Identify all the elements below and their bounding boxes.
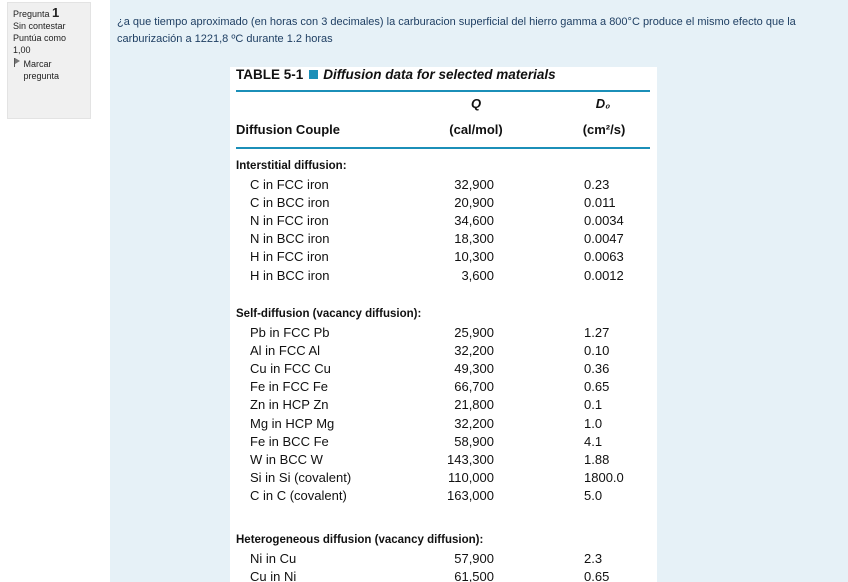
activation-energy-cell: 32,200	[454, 343, 494, 359]
diffusion-couple-cell: Al in FCC Al	[250, 343, 321, 359]
diffusion-couple-cell: C in BCC iron	[250, 195, 330, 211]
section-title: Interstitial diffusion:	[236, 160, 347, 172]
activation-energy-cell: 20,900	[454, 195, 494, 211]
activation-energy-cell: 66,700	[454, 379, 494, 395]
table-row: Fe in BCC Fe 58,900 4.1	[236, 434, 650, 452]
diffusion-couple-cell: Fe in BCC Fe	[250, 433, 329, 449]
question-number: 1	[52, 5, 60, 20]
diffusion-coefficient-cell: 0.0063	[584, 249, 624, 265]
diffusion-coefficient-cell: 0.011	[584, 195, 616, 211]
flag-icon	[13, 58, 21, 67]
activation-energy-cell: 163,000	[447, 487, 494, 503]
table-row: H in BCC iron 3,600 0.0012	[236, 268, 650, 286]
activation-energy-cell: 57,900	[454, 551, 494, 566]
activation-energy-cell: 143,300	[447, 451, 494, 467]
section-title: Self-diffusion (vacancy diffusion):	[236, 308, 422, 320]
question-label: Pregunta	[13, 9, 50, 19]
diffusion-coefficient-cell: 0.65	[584, 379, 610, 395]
table-row: N in FCC iron 34,600 0.0034	[236, 213, 650, 231]
activation-energy-cell: 110,000	[447, 469, 494, 485]
diffusion-couple-cell: Ni in Cu	[250, 551, 297, 566]
table-row: Si in Si (covalent) 110,000 1800.0	[236, 470, 650, 488]
diffusion-couple-cell: H in FCC iron	[250, 249, 329, 265]
activation-energy-cell: 25,900	[454, 325, 494, 340]
activation-energy-cell: 32,900	[454, 177, 494, 192]
diffusion-coefficient-cell: 1.27	[584, 325, 610, 340]
table-row: Mg in HCP Mg 32,200 1.0	[236, 416, 650, 434]
table-row: Zn in HCP Zn 21,800 0.1	[236, 397, 650, 415]
table-row: Cu in FCC Cu 49,300 0.36	[236, 361, 650, 379]
activation-energy-cell: 3,600	[461, 267, 494, 283]
activation-energy-cell: 21,800	[454, 397, 494, 413]
table-row: C in BCC iron 20,900 0.011	[236, 195, 650, 213]
diffusion-coefficient-cell: 0.10	[584, 343, 610, 359]
table-row: W in BCC W 143,300 1.88	[236, 452, 650, 470]
activation-energy-cell: 34,600	[454, 213, 494, 229]
table-number: TABLE 5-1	[236, 67, 304, 82]
header-couple: Diffusion Couple	[236, 122, 340, 137]
table-title: TABLE 5-1 Diffusion data for selected mat…	[236, 67, 556, 82]
diffusion-couple-cell: C in FCC iron	[250, 177, 329, 192]
activation-energy-cell: 49,300	[454, 361, 494, 377]
diffusion-coefficient-cell: 0.0012	[584, 267, 624, 283]
diffusion-coefficient-cell: 1800.0	[584, 469, 624, 485]
diffusion-couple-cell: N in FCC iron	[250, 213, 329, 229]
section-title: Heterogeneous diffusion (vacancy diffusi…	[236, 534, 484, 546]
activation-energy-cell: 61,500	[454, 569, 494, 582]
diffusion-coefficient-cell: 1.0	[584, 415, 603, 431]
diffusion-coefficient-cell: 0.1	[584, 397, 603, 413]
activation-energy-cell: 32,200	[454, 415, 494, 431]
diffusion-coefficient-cell: 2.3	[584, 551, 603, 566]
table-title-text: Diffusion data for selected materials	[323, 67, 556, 82]
diffusion-coefficient-cell: 0.65	[584, 569, 610, 582]
activation-energy-cell: 10,300	[454, 249, 494, 265]
diffusion-couple-cell: N in BCC iron	[250, 231, 330, 247]
diffusion-coefficient-cell: 1.88	[584, 451, 610, 467]
flag-question-label: Marcar pregunta	[23, 59, 59, 81]
table-row: Fe in FCC Fe 66,700 0.65	[236, 379, 650, 397]
question-info-panel: Pregunta 1 Sin contestar Puntúa como 1,0…	[7, 2, 91, 119]
flag-question-link[interactable]: Marcar pregunta	[13, 58, 85, 82]
diffusion-couple-cell: Cu in Ni	[250, 569, 297, 582]
question-status: Sin contestar	[13, 21, 66, 31]
table-row: Cu in Ni 61,500 0.65	[236, 569, 650, 582]
question-text: ¿a que tiempo aproximado (en horas con 3…	[117, 16, 796, 45]
diffusion-couple-cell: W in BCC W	[250, 451, 323, 467]
header-q-unit: (cal/mol)	[449, 122, 503, 137]
header-d-unit: (cm²/s)	[582, 122, 626, 137]
diffusion-couple-cell: Zn in HCP Zn	[250, 397, 329, 413]
activation-energy-cell: 18,300	[454, 231, 494, 247]
diffusion-coefficient-cell: 0.0034	[584, 213, 624, 229]
table-row: Pb in FCC Pb 25,900 1.27	[236, 325, 650, 343]
header-q-symbol: Q	[470, 96, 482, 111]
top-rule	[236, 90, 650, 92]
table-row: Al in FCC Al 32,200 0.10	[236, 343, 650, 361]
question-content: ¿a que tiempo aproximado (en horas con 3…	[110, 0, 848, 582]
diffusion-coefficient-cell: 0.0047	[584, 231, 624, 247]
diffusion-table-image: TABLE 5-1 Diffusion data for selected mat…	[230, 67, 657, 582]
diffusion-couple-cell: Mg in HCP Mg	[250, 415, 335, 431]
header-d-symbol: D₀	[595, 96, 611, 111]
diffusion-couple-cell: Cu in FCC Cu	[250, 361, 331, 377]
diffusion-couple-cell: C in C (covalent)	[250, 487, 347, 503]
table-row: C in C (covalent) 163,000 5.0	[236, 488, 650, 506]
diffusion-coefficient-cell: 0.36	[584, 361, 610, 377]
header-rule	[236, 147, 650, 149]
table-row: C in FCC iron 32,900 0.23	[236, 177, 650, 195]
diffusion-couple-cell: Si in Si (covalent)	[250, 469, 352, 485]
question-score: Puntúa como 1,00	[13, 33, 67, 55]
diffusion-coefficient-cell: 4.1	[584, 433, 603, 449]
diffusion-couple-cell: H in BCC iron	[250, 267, 330, 283]
table-row: N in BCC iron 18,300 0.0047	[236, 231, 650, 249]
diffusion-coefficient-cell: 5.0	[584, 487, 603, 503]
table-row: Ni in Cu 57,900 2.3	[236, 551, 650, 569]
accent-square-icon	[309, 70, 319, 79]
activation-energy-cell: 58,900	[454, 433, 494, 449]
diffusion-couple-cell: Fe in FCC Fe	[250, 379, 329, 395]
question-number-line: Pregunta 1	[13, 5, 85, 20]
diffusion-couple-cell: Pb in FCC Pb	[250, 325, 330, 340]
diffusion-coefficient-cell: 0.23	[584, 177, 610, 192]
table-row: H in FCC iron 10,300 0.0063	[236, 249, 650, 267]
